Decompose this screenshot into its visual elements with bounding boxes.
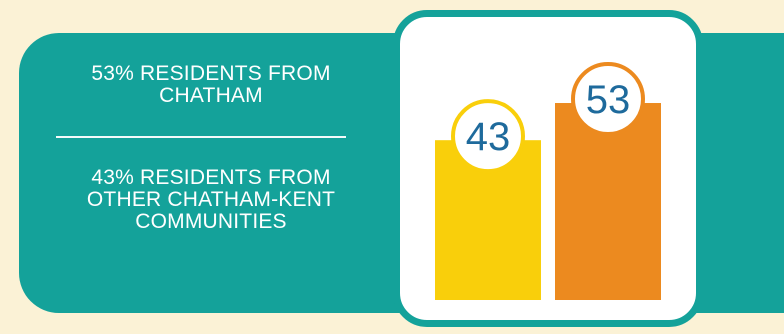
left-text-panel: 53% RESIDENTS FROM CHATHAM 43% RESIDENTS… — [56, 33, 366, 313]
stat-other-communities-residents-text: 43% RESIDENTS FROM OTHER CHATHAM-KENT CO… — [86, 166, 336, 233]
value-badge-1 — [451, 99, 525, 174]
value-badge-2 — [571, 62, 645, 137]
divider-line — [56, 136, 346, 138]
stat-chatham-residents: 53% RESIDENTS FROM CHATHAM — [56, 63, 366, 107]
labels-group: 43 53 — [451, 62, 645, 174]
bar-chart: 43 53 — [435, 62, 661, 301]
value-label-1: 43 — [466, 115, 511, 159]
stat-other-communities-residents: 43% RESIDENTS FROM OTHER CHATHAM-KENT CO… — [56, 167, 366, 233]
value-label-2: 53 — [586, 78, 631, 122]
chart-card: 43 53 — [393, 10, 703, 327]
stat-chatham-residents-text: 53% RESIDENTS FROM CHATHAM — [91, 62, 331, 107]
